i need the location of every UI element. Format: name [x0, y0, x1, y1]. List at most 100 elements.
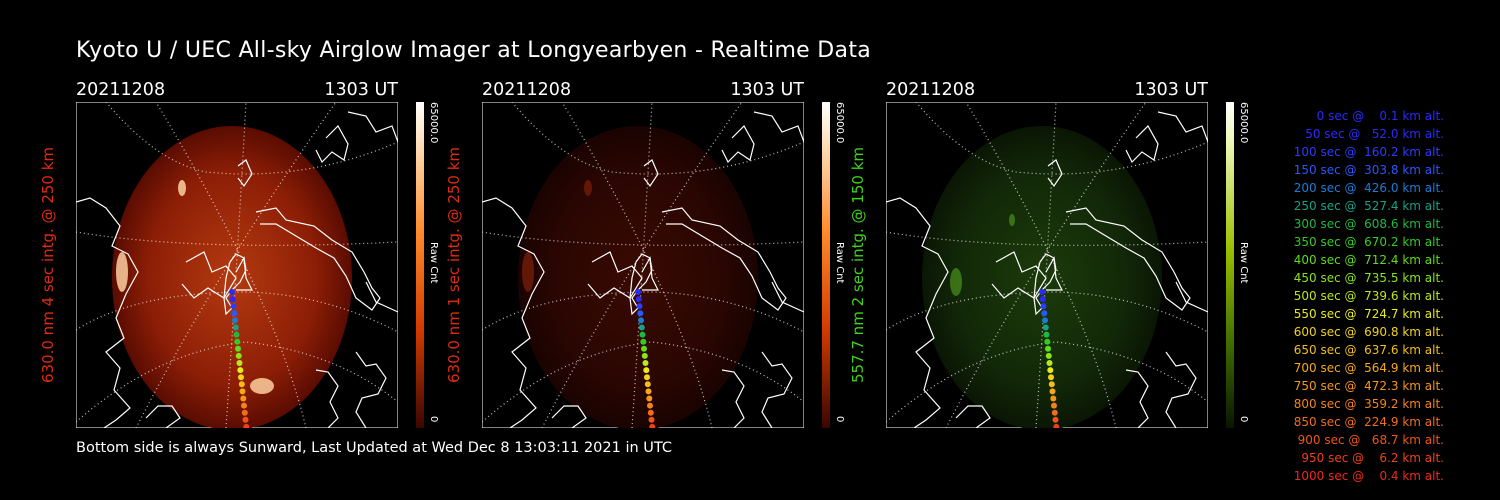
- trajectory-point: [1051, 409, 1058, 416]
- wavelength-label-text: 630.0 nm 1 sec intg. @ 250 km: [445, 146, 463, 384]
- trajectory-point: [639, 331, 646, 338]
- aurora-spot: [116, 252, 128, 292]
- trajectory-point: [640, 338, 647, 345]
- colorbar-unit-label: Raw Cnt: [1238, 242, 1249, 284]
- coastline: [237, 159, 253, 188]
- wavelength-label-text: 630.0 nm 4 sec intg. @ 250 km: [39, 146, 57, 384]
- coastline: [771, 281, 804, 313]
- colorbar: [416, 102, 424, 428]
- panel-date: 20211208: [886, 80, 976, 100]
- trajectory-point: [234, 338, 241, 345]
- trajectory-point: [1052, 416, 1059, 423]
- trajectory-point: [239, 388, 246, 395]
- trajectory-point: [237, 367, 244, 374]
- svalbard-outline: [223, 253, 247, 316]
- trajectory-point: [1039, 289, 1045, 295]
- legend-entry: 950 sec @ 6.2 km alt.: [1297, 451, 1444, 465]
- coastline: [1157, 111, 1208, 143]
- imager-panel-1: 20211208 1303 UT 630.0 nm 4 sec intg. @ 25…: [39, 80, 476, 440]
- trajectory-point: [1040, 303, 1047, 310]
- lat-lon-grid-line: [482, 231, 804, 246]
- legend-entry: 50 sec @ 52.0 km alt.: [1297, 127, 1444, 141]
- trajectory-point: [644, 381, 651, 388]
- panel-time: 1303 UT: [730, 80, 804, 100]
- trajectory-point: [647, 402, 653, 409]
- coastline: [76, 197, 139, 428]
- coastline: [365, 281, 398, 313]
- coastline: [1165, 351, 1197, 428]
- lat-lon-grid-line: [561, 102, 713, 428]
- trajectory-point: [638, 324, 645, 331]
- trajectory-point: [644, 374, 650, 381]
- coastline: [255, 207, 381, 311]
- coastline: [643, 159, 659, 188]
- trajectory-point: [1039, 296, 1046, 303]
- legend-entry: 650 sec @ 637.6 km alt.: [1289, 343, 1444, 357]
- svalbard-outline: [629, 253, 653, 316]
- imager-panel-2: 20211208 1303 UT 630.0 nm 1 sec intg. @ 25…: [445, 80, 882, 440]
- coastline: [661, 207, 787, 311]
- legend-entry: 150 sec @ 303.8 km alt.: [1289, 163, 1444, 177]
- colorbar-max-label: 65000.0: [1238, 102, 1249, 144]
- coastline: [347, 111, 398, 143]
- airglow-field: [922, 126, 1162, 428]
- trajectory-point: [1048, 374, 1054, 381]
- trajectory-point: [1044, 338, 1051, 345]
- legend-entry: 400 sec @ 712.4 km alt.: [1289, 253, 1444, 267]
- colorbar: [1226, 102, 1234, 428]
- trajectory-point: [229, 296, 236, 303]
- coastline: [145, 405, 181, 428]
- trajectory-point: [1042, 317, 1048, 324]
- wavelength-label-text: 557.7 nm 2 sec intg. @ 150 km: [849, 146, 867, 384]
- legend-entry: 200 sec @ 426.0 km alt.: [1289, 181, 1444, 195]
- trajectory-point: [1047, 367, 1054, 374]
- coastline: [181, 251, 237, 299]
- panel-date: 20211208: [482, 80, 572, 100]
- aurora-spot: [584, 180, 592, 196]
- colorbar: [822, 102, 830, 428]
- trajectory-point: [1046, 360, 1053, 366]
- aurora-spot: [1009, 214, 1015, 226]
- trajectory-point: [646, 395, 653, 402]
- trajectory-point: [235, 345, 241, 352]
- trajectory-point: [240, 395, 247, 402]
- svalbard-outline: [1033, 253, 1057, 316]
- trajectory-point: [229, 289, 235, 295]
- trajectory-point: [1043, 331, 1050, 338]
- coastline: [315, 125, 349, 164]
- legend-entry: 900 sec @ 68.7 km alt.: [1293, 433, 1444, 447]
- airglow-field: [112, 126, 352, 428]
- coastline: [315, 369, 339, 428]
- trajectory-point: [647, 409, 654, 416]
- colorbar-min-label: 0: [428, 416, 439, 423]
- legend-entry: 0 sec @ 0.1 km alt.: [1305, 109, 1444, 123]
- trajectory-point: [233, 331, 240, 338]
- trajectory-point: [242, 416, 249, 423]
- coastline: [1125, 369, 1149, 428]
- trajectory-point: [236, 360, 243, 366]
- trajectory-point: [1053, 423, 1060, 428]
- lat-lon-grid-line: [155, 102, 307, 428]
- airglow-field: [518, 126, 758, 428]
- coastline: [1047, 159, 1063, 188]
- coastline: [1125, 125, 1159, 164]
- trajectory-point: [241, 409, 248, 416]
- coastline: [721, 369, 745, 428]
- legend-entry: 450 sec @ 735.5 km alt.: [1289, 271, 1444, 285]
- colorbar-min-label: 0: [834, 416, 845, 423]
- trajectory-point: [232, 324, 239, 331]
- trajectory-point: [1042, 324, 1049, 331]
- allsky-image-map: [482, 102, 804, 428]
- trajectory-point: [645, 388, 652, 395]
- trajectory-point: [1045, 345, 1051, 352]
- legend-entry: 750 sec @ 472.3 km alt.: [1289, 379, 1444, 393]
- trajectory-point: [232, 317, 238, 324]
- legend-entry: 600 sec @ 690.8 km alt.: [1289, 325, 1444, 339]
- colorbar-unit-label: Raw Cnt: [428, 242, 439, 284]
- coastline: [641, 256, 659, 291]
- trajectory-point: [238, 381, 245, 388]
- trajectory-point: [238, 374, 244, 381]
- legend-entry: 100 sec @ 160.2 km alt.: [1289, 145, 1444, 159]
- lat-lon-grid-line: [76, 291, 398, 333]
- aurora-spot: [178, 180, 186, 196]
